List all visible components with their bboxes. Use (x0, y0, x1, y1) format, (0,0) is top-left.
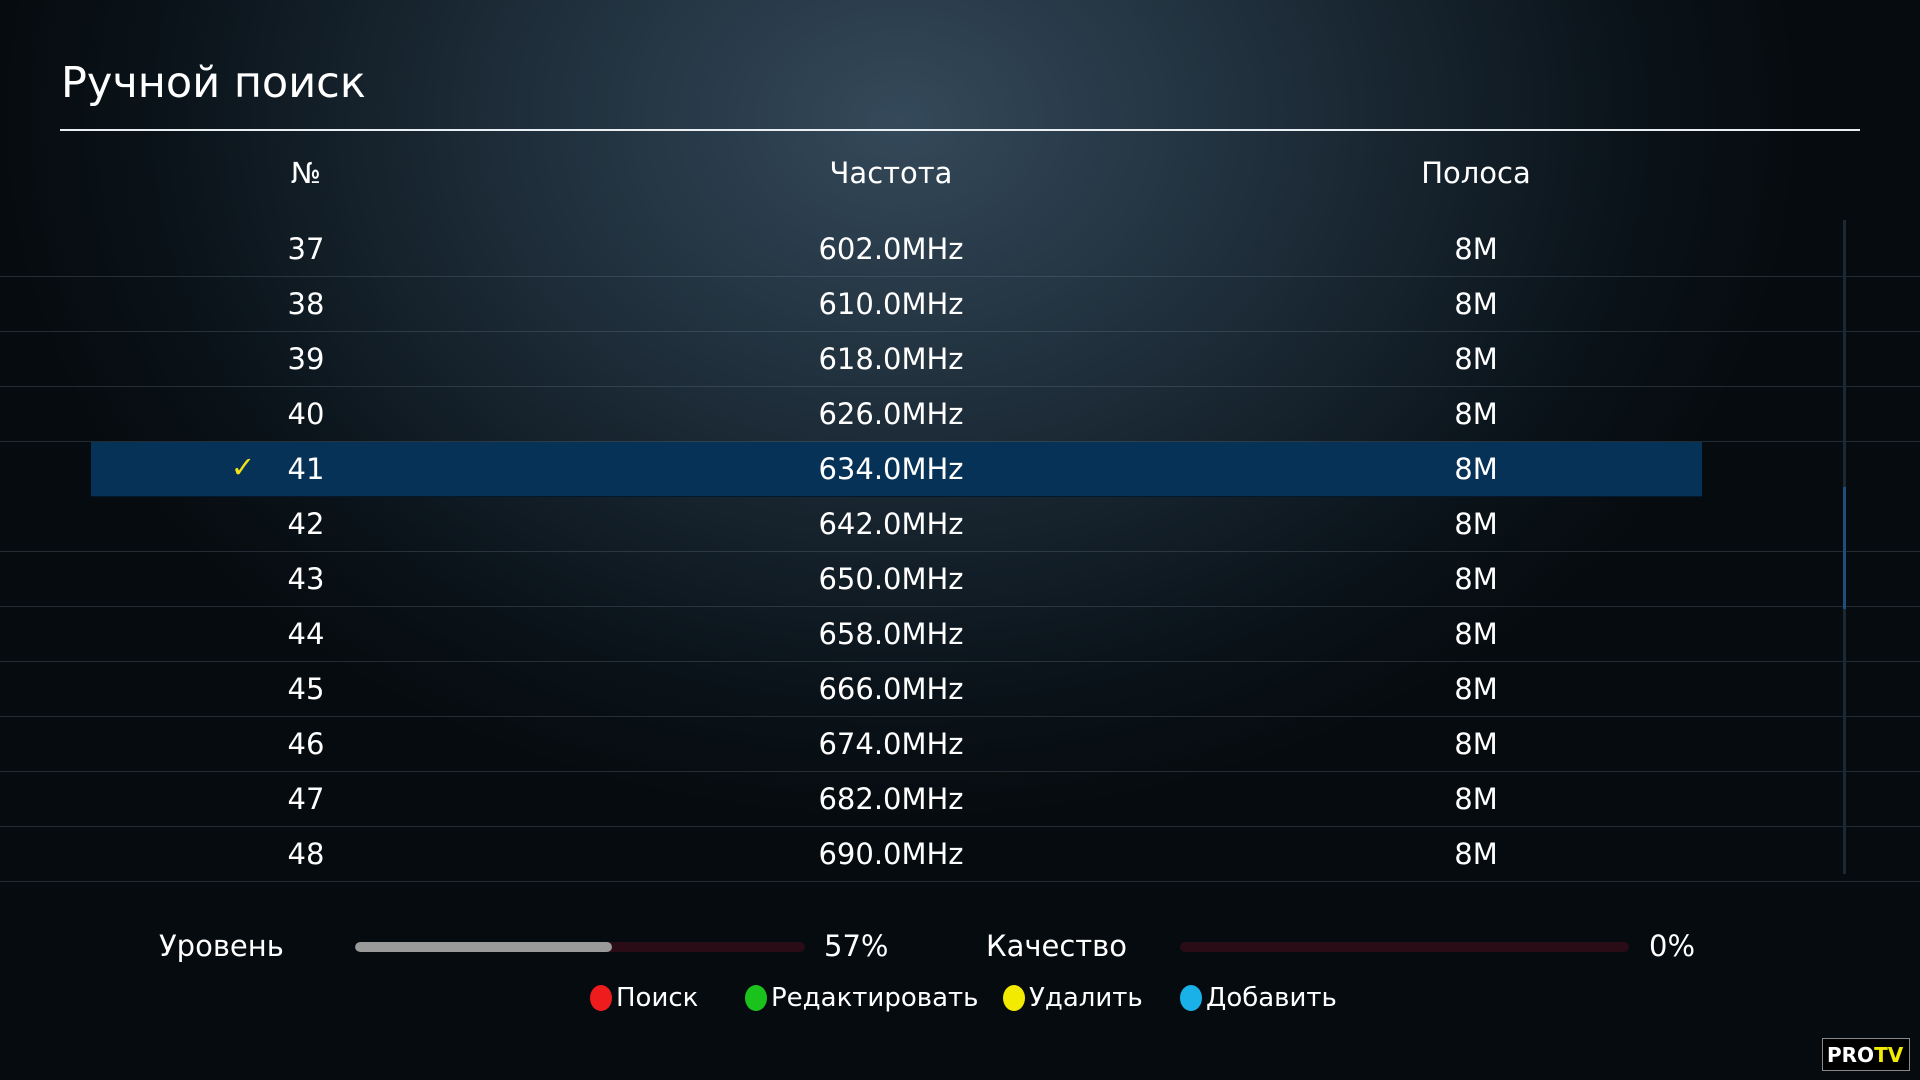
channel-band: 8M (1454, 232, 1498, 266)
channel-frequency: 674.0MHz (818, 727, 964, 761)
channel-band: 8M (1454, 342, 1498, 376)
channel-band: 8M (1454, 507, 1498, 541)
page-title: Ручной поиск (61, 58, 366, 108)
channel-number: 42 (287, 507, 325, 541)
channel-frequency: 642.0MHz (818, 507, 964, 541)
channel-band: 8M (1454, 672, 1498, 706)
channel-row[interactable]: ✓ 41 634.0MHz 8M (91, 442, 1702, 497)
column-header-number: № (290, 156, 322, 190)
channel-row[interactable]: 42 642.0MHz 8M (0, 497, 1920, 552)
channel-frequency: 634.0MHz (818, 452, 964, 486)
delete-button[interactable]: Удалить (1003, 983, 1143, 1013)
quality-bar (1180, 942, 1629, 952)
channel-row[interactable]: 39 618.0MHz 8M (0, 332, 1920, 387)
search-button-label: Поиск (616, 983, 699, 1013)
channel-number: 46 (287, 727, 325, 761)
channel-band: 8M (1454, 782, 1498, 816)
channel-row[interactable]: 44 658.0MHz 8M (0, 607, 1920, 662)
channel-row[interactable]: 38 610.0MHz 8M (0, 277, 1920, 332)
channel-number: 39 (287, 342, 325, 376)
level-bar-fill (355, 942, 612, 952)
channel-frequency: 666.0MHz (818, 672, 964, 706)
channel-frequency: 658.0MHz (818, 617, 964, 651)
edit-color-key-icon (745, 985, 767, 1011)
channel-frequency: 626.0MHz (818, 397, 964, 431)
channel-row[interactable]: 40 626.0MHz 8M (0, 387, 1920, 442)
delete-color-key-icon (1003, 985, 1025, 1011)
channel-band: 8M (1454, 397, 1498, 431)
channel-row[interactable]: 47 682.0MHz 8M (0, 772, 1920, 827)
column-header-band: Полоса (1421, 156, 1531, 190)
check-icon: ✓ (230, 450, 256, 484)
quality-value: 0% (1649, 929, 1696, 963)
channel-number: 47 (287, 782, 325, 816)
channel-frequency: 650.0MHz (818, 562, 964, 596)
channel-frequency: 682.0MHz (818, 782, 964, 816)
channel-band: 8M (1454, 727, 1498, 761)
search-color-key-icon (590, 985, 612, 1011)
channel-frequency: 602.0MHz (818, 232, 964, 266)
column-header-frequency: Частота (829, 156, 953, 190)
edit-button-label: Редактировать (771, 983, 979, 1013)
channel-number: 41 (287, 452, 325, 486)
level-bar (355, 942, 805, 952)
channel-band: 8M (1454, 837, 1498, 871)
title-divider (60, 129, 1860, 131)
channel-number: 40 (287, 397, 325, 431)
add-button-label: Добавить (1206, 983, 1337, 1013)
channel-row[interactable]: 45 666.0MHz 8M (0, 662, 1920, 717)
scrollbar-thumb[interactable] (1843, 487, 1846, 609)
channel-number: 45 (287, 672, 325, 706)
channel-number: 43 (287, 562, 325, 596)
channel-band: 8M (1454, 617, 1498, 651)
channel-number: 44 (287, 617, 325, 651)
search-button[interactable]: Поиск (590, 983, 698, 1013)
channel-row[interactable]: 37 602.0MHz 8M (0, 222, 1920, 277)
channel-row[interactable]: 48 690.0MHz 8M (0, 827, 1920, 882)
channel-row[interactable]: 43 650.0MHz 8M (0, 552, 1920, 607)
level-label: Уровень (159, 929, 284, 963)
channel-list: 37 602.0MHz 8M 38 610.0MHz 8M 39 618.0MHz 8M 40 62… (0, 222, 1920, 882)
channel-frequency: 690.0MHz (818, 837, 964, 871)
channel-band: 8M (1454, 452, 1498, 486)
channel-number: 38 (287, 287, 325, 321)
delete-button-label: Удалить (1029, 983, 1143, 1013)
channel-row[interactable]: 46 674.0MHz 8M (0, 717, 1920, 772)
add-color-key-icon (1180, 985, 1202, 1011)
quality-label: Качество (986, 929, 1128, 963)
channel-band: 8M (1454, 287, 1498, 321)
channel-frequency: 610.0MHz (818, 287, 964, 321)
channel-number: 48 (287, 837, 325, 871)
edit-button[interactable]: Редактировать (745, 983, 978, 1013)
channel-number: 37 (287, 232, 325, 266)
add-button[interactable]: Добавить (1180, 983, 1337, 1013)
channel-frequency: 618.0MHz (818, 342, 964, 376)
protv-logo: PRO TV (1822, 1038, 1910, 1071)
level-value: 57% (824, 929, 889, 963)
channel-band: 8M (1454, 562, 1498, 596)
